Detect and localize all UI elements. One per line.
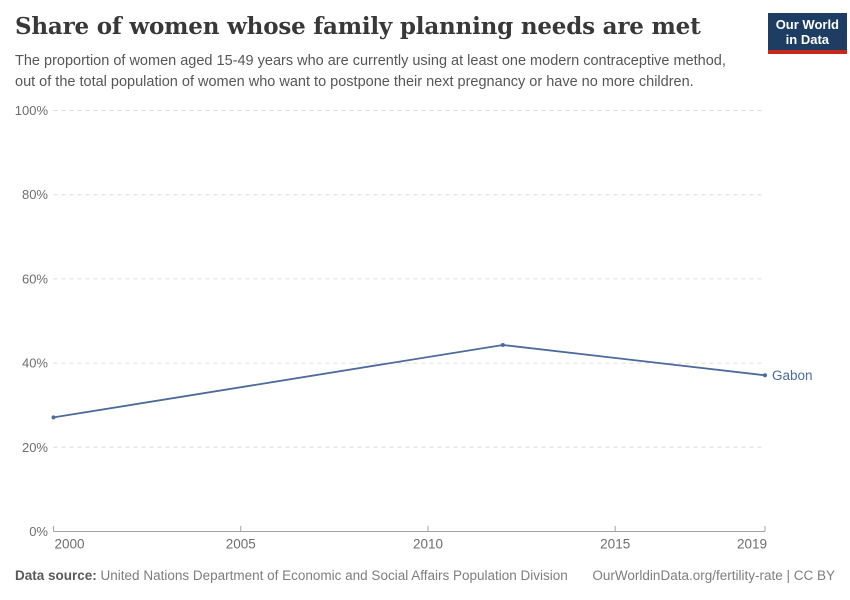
data-source: Data source: United Nations Department o… bbox=[15, 568, 568, 583]
chart-footer: Data source: United Nations Department o… bbox=[15, 568, 835, 583]
x-axis-tick-label: 2000 bbox=[55, 537, 85, 552]
y-axis-tick-label: 80% bbox=[22, 187, 48, 202]
x-axis-tick-label: 2010 bbox=[413, 537, 443, 552]
owid-logo[interactable]: Our World in Data bbox=[767, 13, 847, 54]
line-series-gabon[interactable] bbox=[53, 344, 766, 419]
data-point[interactable] bbox=[500, 342, 505, 347]
data-source-label: Data source: bbox=[15, 568, 97, 583]
y-axis-tick-label: 60% bbox=[22, 271, 48, 286]
data-source-text: United Nations Department of Economic an… bbox=[100, 568, 568, 583]
y-axis-tick-label: 40% bbox=[22, 356, 48, 371]
data-point[interactable] bbox=[51, 415, 56, 420]
license-link[interactable]: OurWorldinData.org/fertility-rate | CC B… bbox=[592, 568, 835, 583]
y-axis-tick-label: 20% bbox=[22, 440, 48, 455]
series-label-gabon[interactable]: Gabon bbox=[772, 368, 813, 383]
subtitle-line-1: The proportion of women aged 15-49 years… bbox=[15, 53, 726, 69]
logo-line-1: Our World bbox=[775, 17, 839, 32]
x-axis-tick-label: 2005 bbox=[226, 537, 256, 552]
chart-subtitle: The proportion of women aged 15-49 years… bbox=[15, 51, 726, 93]
x-axis-tick-label: 2019 bbox=[737, 537, 767, 552]
logo-line-2: in Data bbox=[785, 32, 830, 47]
page-title: Share of women whose family planning nee… bbox=[15, 13, 701, 40]
y-axis-tick-label: 0% bbox=[29, 524, 48, 539]
y-axis-tick-label: 100% bbox=[15, 103, 49, 118]
data-point[interactable] bbox=[763, 373, 767, 378]
subtitle-line-2: out of the total population of women who… bbox=[15, 74, 694, 90]
x-axis-tick-label: 2015 bbox=[600, 537, 630, 552]
